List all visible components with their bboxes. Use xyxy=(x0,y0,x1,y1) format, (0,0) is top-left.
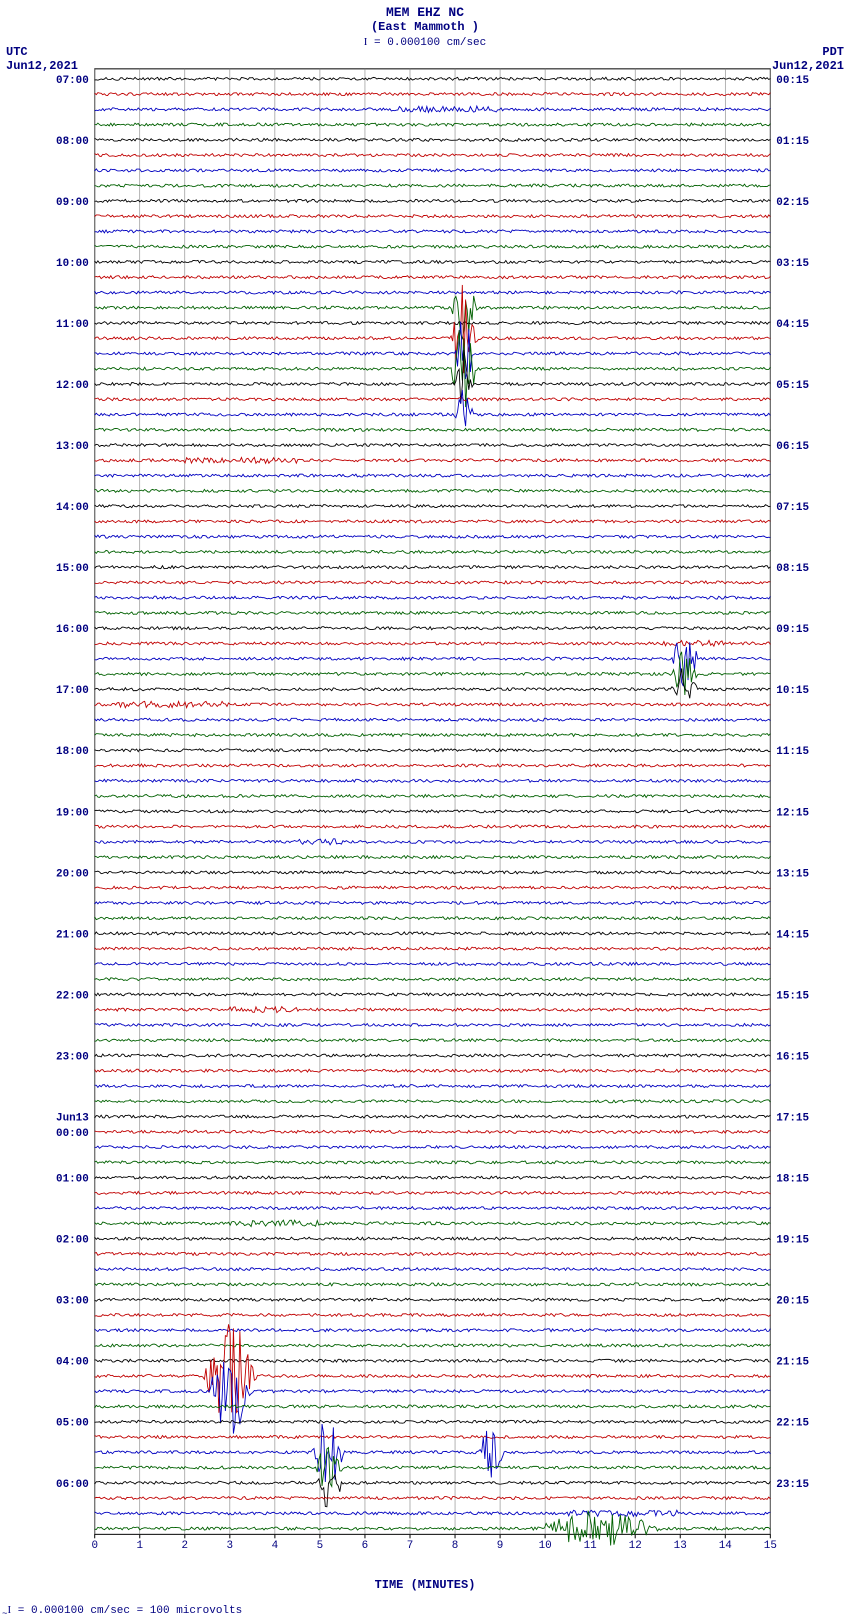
svg-text:01:00: 01:00 xyxy=(56,1174,89,1186)
seismogram-container: UTC Jun12,2021 PDT Jun12,2021 MEM EHZ NC… xyxy=(0,5,850,1619)
svg-text:00:00: 00:00 xyxy=(56,1128,89,1140)
svg-text:14:00: 14:00 xyxy=(56,502,89,514)
svg-text:07:00: 07:00 xyxy=(56,75,89,87)
svg-text:18:00: 18:00 xyxy=(56,746,89,758)
svg-text:18:15: 18:15 xyxy=(776,1174,809,1186)
svg-text:09:00: 09:00 xyxy=(56,197,89,209)
svg-text:17:15: 17:15 xyxy=(776,1113,809,1125)
svg-text:5: 5 xyxy=(317,1540,324,1552)
svg-text:14:15: 14:15 xyxy=(776,929,809,941)
svg-text:12: 12 xyxy=(629,1540,642,1552)
svg-text:10:00: 10:00 xyxy=(56,258,89,270)
svg-text:7: 7 xyxy=(407,1540,414,1552)
svg-text:19:00: 19:00 xyxy=(56,807,89,819)
svg-text:13: 13 xyxy=(674,1540,687,1552)
station-title: MEM EHZ NC xyxy=(0,5,850,20)
svg-text:12:00: 12:00 xyxy=(56,380,89,392)
seismogram-svg: 012345678910111213141507:0008:0009:0010:… xyxy=(50,59,820,1574)
svg-text:8: 8 xyxy=(452,1540,459,1552)
svg-text:08:15: 08:15 xyxy=(776,563,809,575)
svg-text:12:15: 12:15 xyxy=(776,807,809,819)
svg-text:05:15: 05:15 xyxy=(776,380,809,392)
svg-text:16:00: 16:00 xyxy=(56,624,89,636)
svg-text:04:15: 04:15 xyxy=(776,319,809,331)
svg-text:1: 1 xyxy=(136,1540,143,1552)
svg-text:2: 2 xyxy=(182,1540,189,1552)
svg-text:07:15: 07:15 xyxy=(776,502,809,514)
svg-text:16:15: 16:15 xyxy=(776,1051,809,1063)
svg-text:22:00: 22:00 xyxy=(56,990,89,1002)
svg-text:3: 3 xyxy=(227,1540,234,1552)
svg-text:11:15: 11:15 xyxy=(776,746,809,758)
svg-text:14: 14 xyxy=(719,1540,732,1552)
svg-text:23:15: 23:15 xyxy=(776,1479,809,1491)
svg-text:01:15: 01:15 xyxy=(776,136,809,148)
svg-text:02:15: 02:15 xyxy=(776,197,809,209)
svg-text:22:15: 22:15 xyxy=(776,1418,809,1430)
svg-text:00:15: 00:15 xyxy=(776,75,809,87)
svg-text:15: 15 xyxy=(764,1540,777,1552)
svg-text:6: 6 xyxy=(362,1540,369,1552)
svg-text:09:15: 09:15 xyxy=(776,624,809,636)
svg-text:17:00: 17:00 xyxy=(56,685,89,697)
svg-text:06:00: 06:00 xyxy=(56,1479,89,1491)
svg-text:23:00: 23:00 xyxy=(56,1051,89,1063)
svg-text:03:00: 03:00 xyxy=(56,1296,89,1308)
svg-text:10:15: 10:15 xyxy=(776,685,809,697)
svg-text:13:00: 13:00 xyxy=(56,441,89,453)
svg-text:02:00: 02:00 xyxy=(56,1235,89,1247)
tz-left: UTC xyxy=(6,45,28,59)
station-subtitle: (East Mammoth ) xyxy=(0,20,850,34)
xaxis-label: TIME (MINUTES) xyxy=(0,1578,850,1592)
svg-text:0: 0 xyxy=(91,1540,98,1552)
svg-text:15:15: 15:15 xyxy=(776,990,809,1002)
svg-text:20:15: 20:15 xyxy=(776,1296,809,1308)
svg-text:21:00: 21:00 xyxy=(56,929,89,941)
tz-right: PDT xyxy=(822,45,844,59)
svg-text:15:00: 15:00 xyxy=(56,563,89,575)
footer-scale: ~I = 0.000100 cm/sec = 100 microvolts xyxy=(2,1604,850,1619)
svg-text:06:15: 06:15 xyxy=(776,441,809,453)
scale-label: I = 0.000100 cm/sec xyxy=(0,36,850,49)
svg-text:04:00: 04:00 xyxy=(56,1357,89,1369)
svg-text:08:00: 08:00 xyxy=(56,136,89,148)
svg-text:4: 4 xyxy=(272,1540,279,1552)
svg-text:19:15: 19:15 xyxy=(776,1235,809,1247)
svg-text:20:00: 20:00 xyxy=(56,868,89,880)
svg-text:05:00: 05:00 xyxy=(56,1418,89,1430)
svg-text:10: 10 xyxy=(539,1540,552,1552)
svg-text:Jun13: Jun13 xyxy=(56,1113,89,1125)
svg-text:13:15: 13:15 xyxy=(776,868,809,880)
plot-area: 012345678910111213141507:0008:0009:0010:… xyxy=(50,59,800,1578)
svg-text:03:15: 03:15 xyxy=(776,258,809,270)
svg-text:11: 11 xyxy=(584,1540,598,1552)
svg-text:9: 9 xyxy=(497,1540,504,1552)
svg-text:21:15: 21:15 xyxy=(776,1357,809,1369)
svg-text:11:00: 11:00 xyxy=(56,319,89,331)
